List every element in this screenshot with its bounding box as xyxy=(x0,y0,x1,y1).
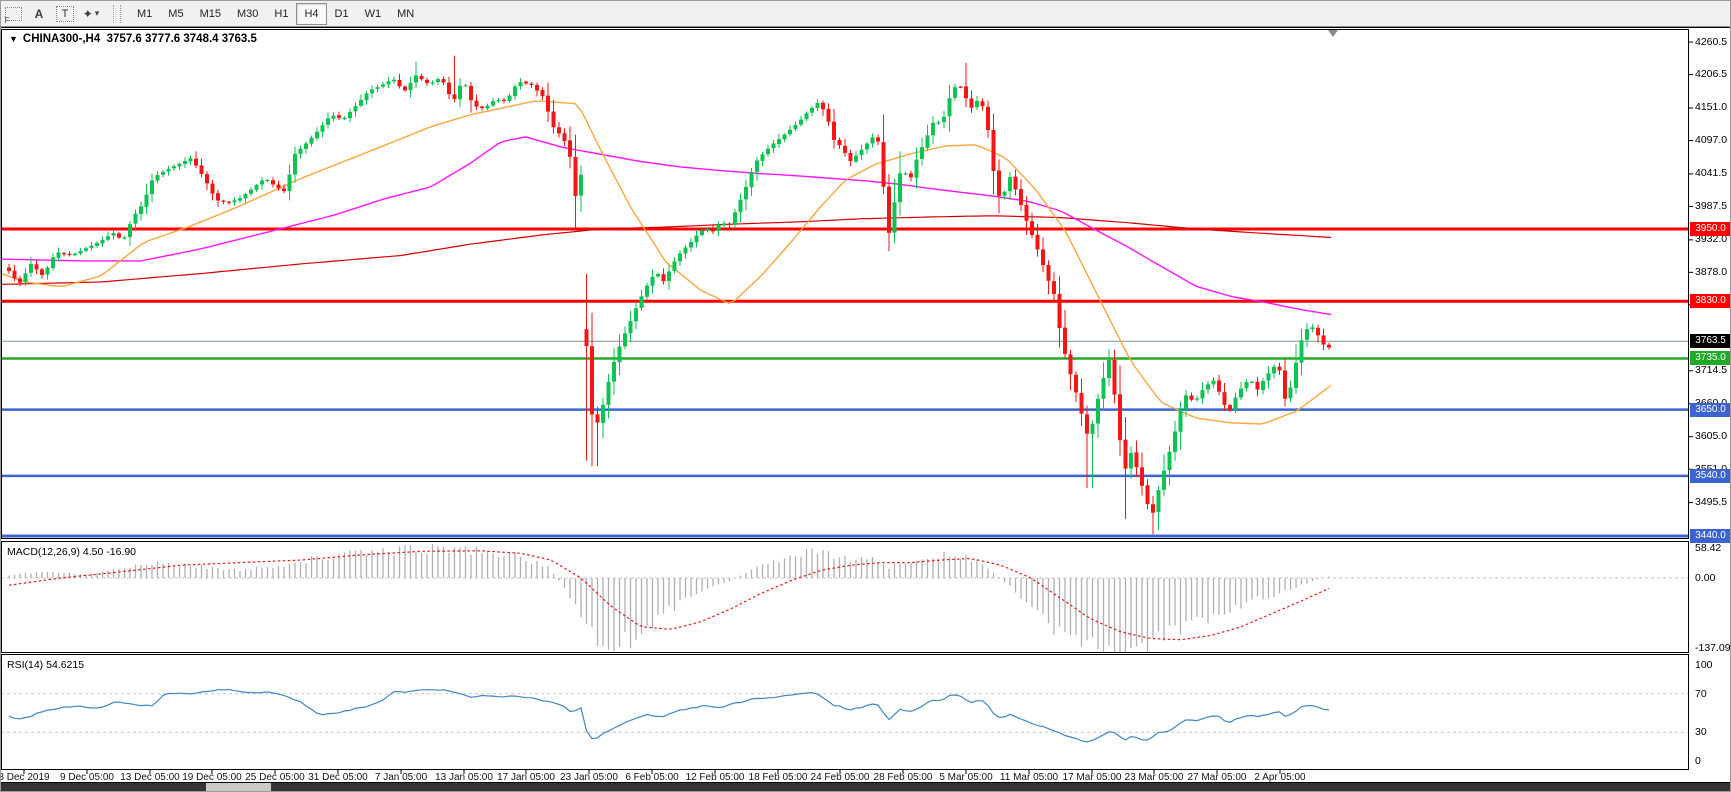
timeframe-button-m15[interactable]: M15 xyxy=(199,7,221,20)
symbol-timeframe-label: CHINA300-,H4 xyxy=(22,33,101,45)
text-tool-button[interactable]: A xyxy=(28,4,50,24)
date-tick-label: 13 Dec 05:00 xyxy=(120,772,180,783)
date-tick-label: 9 Dec 05:00 xyxy=(60,772,114,783)
date-tick-label: 23 Jan 05:00 xyxy=(560,772,618,783)
price-tick-label: 3987.5 xyxy=(1695,199,1728,212)
horizontal-scrollbar[interactable] xyxy=(1,783,1730,791)
date-tick-label: 3 Dec 2019 xyxy=(0,772,50,783)
rsi-axis-label: 30 xyxy=(1695,726,1707,739)
date-tick-label: 5 Mar 05:00 xyxy=(939,772,993,783)
date-tick-label: 27 Mar 05:00 xyxy=(1187,772,1247,783)
arrow-tool-icon: ✦ xyxy=(82,6,93,21)
arrow-objects-button[interactable]: ✦ ▾ xyxy=(80,4,102,24)
timeframe-button-w1[interactable]: W1 xyxy=(364,7,382,20)
macd-axis-label: 0.00 xyxy=(1695,572,1716,584)
macd-axis-label: -137.09 xyxy=(1695,642,1731,655)
symbol-dropdown-icon[interactable]: ▼ xyxy=(9,34,18,44)
scrollbar-gap[interactable] xyxy=(206,783,271,791)
date-tick-label: 25 Dec 05:00 xyxy=(245,772,305,783)
price-level-badge: 3763.5 xyxy=(1690,334,1730,349)
price-level-badge: 3830.0 xyxy=(1690,294,1730,309)
toolbar-grip[interactable] xyxy=(113,4,121,23)
timeframe-button-m1[interactable]: M1 xyxy=(137,7,153,20)
date-tick-label: 19 Dec 05:00 xyxy=(182,772,242,783)
date-tick-label: 6 Feb 05:00 xyxy=(625,772,679,783)
date-tick-label: 12 Feb 05:00 xyxy=(685,772,745,783)
price-tick-label: 4260.5 xyxy=(1695,35,1728,48)
date-tick-label: 13 Jan 05:00 xyxy=(435,772,493,783)
price-tick-label: 3605.0 xyxy=(1695,430,1728,443)
rsi-axis-label: 100 xyxy=(1695,659,1713,671)
frame-tool-button[interactable]: F xyxy=(2,4,24,25)
price-level-badge: 3440.0 xyxy=(1690,529,1730,544)
timeframe-button-d1[interactable]: D1 xyxy=(334,7,349,20)
textbox-icon: T xyxy=(56,5,74,22)
date-tick-label: 11 Mar 05:00 xyxy=(999,772,1059,783)
textbox-tool-button[interactable]: T xyxy=(54,4,76,24)
price-tick-label: 3495.5 xyxy=(1695,496,1728,509)
date-tick-label: 7 Jan 05:00 xyxy=(374,772,428,783)
price-tick-label: 3878.0 xyxy=(1695,265,1728,278)
rsi-label: RSI(14) 54.6215 xyxy=(7,659,85,671)
price-level-badge: 3650.0 xyxy=(1690,402,1730,417)
price-level-badge: 3735.0 xyxy=(1690,351,1730,366)
price-tick-label: 4206.5 xyxy=(1695,68,1728,81)
price-tick-label: 3932.0 xyxy=(1695,233,1728,246)
price-tick-label: 4097.0 xyxy=(1695,133,1728,146)
toolbar: F A T ✦ ▾ M1 M5 M15 M30 H1 H4 D1 W1 MN xyxy=(1,1,1730,28)
chart-shift-marker xyxy=(1328,30,1338,37)
timeframe-button-mn[interactable]: MN xyxy=(397,7,415,20)
macd-axis-label: 58.42 xyxy=(1695,541,1722,554)
timeframe-button-m5[interactable]: M5 xyxy=(168,7,184,20)
date-tick-label: 17 Mar 05:00 xyxy=(1062,772,1122,783)
dropdown-caret-icon: ▾ xyxy=(94,8,100,18)
rsi-axis-label: 0 xyxy=(1695,755,1701,767)
timeframe-button-h1[interactable]: H1 xyxy=(274,7,289,20)
dotted-frame-icon: F xyxy=(4,6,22,25)
price-tick-label: 4151.0 xyxy=(1695,101,1728,114)
ohlc-readout: 3757.6 3777.6 3748.4 3763.5 xyxy=(106,33,257,45)
rsi-axis-label: 70 xyxy=(1695,687,1707,700)
date-tick-label: 24 Feb 05:00 xyxy=(810,772,870,783)
date-tick-label: 18 Feb 05:00 xyxy=(748,772,808,783)
price-level-badge: 3950.0 xyxy=(1690,222,1730,236)
price-tick-label: 3714.5 xyxy=(1695,364,1728,377)
timeframe-group: M1 M5 M15 M30 H1 H4 D1 W1 MN xyxy=(129,2,422,25)
date-tick-label: 31 Dec 05:00 xyxy=(308,772,368,783)
date-tick-label: 2 Apr 05:00 xyxy=(1254,772,1306,783)
macd-label: MACD(12,26,9) 4.50 -16.90 xyxy=(7,546,137,558)
date-tick-label: 28 Feb 05:00 xyxy=(873,772,933,783)
chart-title[interactable]: ▼ CHINA300-,H4 3757.6 3777.6 3748.4 3763.… xyxy=(9,33,257,45)
timeframe-button-h4[interactable]: H4 xyxy=(296,2,327,25)
letter-a-icon: A xyxy=(34,6,44,21)
date-tick-label: 17 Jan 05:00 xyxy=(497,772,555,783)
price-level-badge: 3540.0 xyxy=(1690,468,1730,483)
date-tick-label: 23 Mar 05:00 xyxy=(1124,772,1184,783)
price-tick-label: 4041.5 xyxy=(1695,167,1728,180)
timeframe-button-m30[interactable]: M30 xyxy=(236,7,259,20)
